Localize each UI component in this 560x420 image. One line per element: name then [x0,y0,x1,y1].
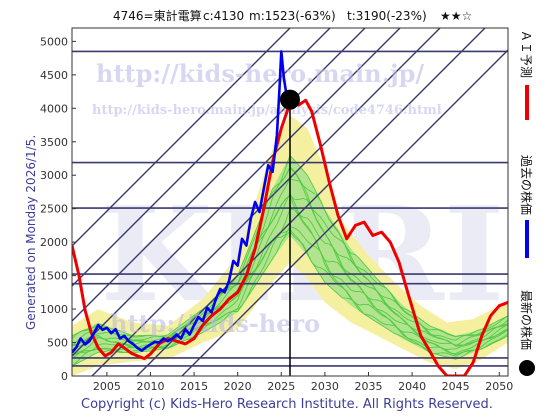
y-tick-label: 500 [47,337,68,350]
x-tick-label: 2015 [180,380,208,393]
axis-ticks: 0 500 1000 1500 2000 2500 3000 3500 4000 4500 5000… [40,35,513,393]
series-ai-forecast [72,98,508,376]
trend-diagonal-line [72,28,366,322]
x-tick-label: 2050 [485,380,513,393]
y-tick-label: 1500 [40,270,68,283]
y-tick-label: 1000 [40,303,68,316]
generated-date-label: Generated on Monday 2026/1/5. [24,135,38,330]
header-min-price: m:1523(-63%) [249,9,336,23]
watermark-url-2: http://kids-hero.main.jp/analysis/code47… [92,103,442,118]
x-tick-label: 2040 [398,380,426,393]
legend-past-label: 過去の株価 [519,155,534,215]
x-tick-label: 2025 [267,380,295,393]
horizontal-levels-layer [72,50,508,376]
y-tick-label: 2500 [40,203,68,216]
watermark-url-1: http://kids-hero.main.jp/ [96,59,424,88]
plot-frame [71,27,509,377]
series-layer [72,50,508,376]
envelope-inner-band [72,155,508,366]
x-tick-label: 2010 [136,380,164,393]
trend-diagonal-line [72,28,291,247]
y-tick-label: 0 [61,370,68,383]
copyright-footer: Copyright (c) Kids-Hero Research Institu… [81,397,493,412]
x-tick-label: 2020 [224,380,252,393]
header-code-name: 4746=東計電算 [113,8,202,23]
x-tick-label: 2005 [93,380,121,393]
trend-diagonal-line [72,28,331,287]
legend-latest-label: 最新の株価 [519,290,534,350]
legend-latest-swatch [519,360,535,376]
x-tick-label: 2030 [311,380,339,393]
trend-diagonal-line [91,28,441,376]
y-tick-label: 4500 [40,69,68,82]
x-tick-label: 2035 [354,380,382,393]
legend-forecast-label: ＡＩ予測 [519,30,533,78]
header-rating-stars: ★★☆ [440,9,472,23]
header-target-price: t:3190(-23%) [347,9,427,23]
header-current-price: c:4130 [203,9,244,23]
chart-header: 4746=東計電算 c:4130 m:1523(-63%) t:3190(-23… [113,8,472,23]
y-tick-label: 3500 [40,136,68,149]
series-past-price [72,50,292,354]
trend-diagonal-line [181,49,508,376]
y-tick-label: 5000 [40,35,68,48]
legend: ＡＩ予測 過去の株価 最新の株価 [519,30,535,376]
y-tick-label: 3000 [40,169,68,182]
x-tick-label: 2045 [442,380,470,393]
latest-price-marker [280,89,300,110]
y-tick-label: 2000 [40,236,68,249]
y-tick-label: 4000 [40,102,68,115]
url-watermark-layer: http://kids-hero.main.jp/ http://kids-he… [92,59,442,338]
